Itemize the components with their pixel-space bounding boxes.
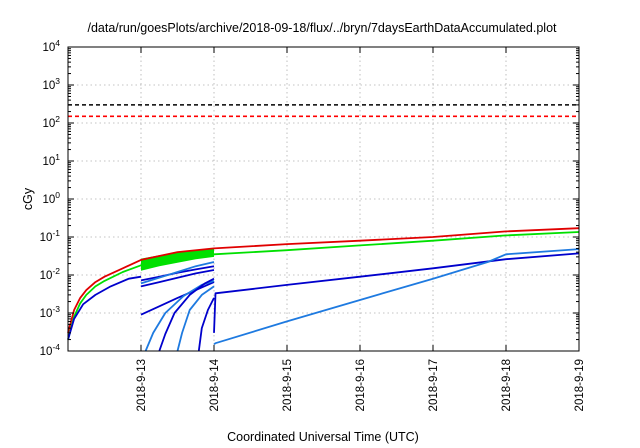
axis-ticks: 10-4 10-3 10-2 10-1 100 101 102 103 104 2018-9-13… [40, 38, 586, 411]
series-line [213, 252, 580, 333]
x-tick-label: 2018-9-14 [209, 358, 221, 411]
x-tick-label: 2018-9-15 [282, 359, 294, 411]
reference-lines [68, 104, 579, 118]
y-tick-label: 10-4 [40, 342, 61, 358]
y-tick-label: 10-3 [40, 304, 61, 320]
green-band [141, 248, 214, 271]
y-tick-label: 101 [42, 152, 60, 168]
series-line [140, 261, 215, 285]
y-axis-label: cGy [21, 187, 35, 210]
x-tick-label: 2018-9-13 [136, 359, 148, 411]
y-tick-label: 10-2 [40, 266, 61, 282]
series-line [213, 248, 580, 346]
series-line [197, 297, 215, 352]
band-layer [141, 248, 214, 271]
y-tick-label: 10-1 [40, 228, 61, 244]
x-tick-label: 2018-9-17 [428, 359, 440, 411]
y-tick-label: 103 [42, 76, 60, 92]
chart-title: /data/run/goesPlots/archive/2018-09-18/f… [87, 21, 557, 35]
x-tick-label: 2018-9-18 [501, 359, 513, 411]
series-line [176, 285, 215, 352]
y-tick-label: 104 [42, 38, 60, 54]
series-layer [67, 227, 580, 352]
y-tick-label: 100 [42, 190, 60, 206]
series-line [67, 231, 580, 340]
y-tick-label: 102 [42, 114, 60, 130]
x-tick-label: 2018-9-19 [574, 359, 586, 411]
series-line [140, 269, 215, 288]
series-line [140, 281, 215, 316]
series-line [67, 227, 580, 334]
series-line [67, 275, 142, 340]
x-axis-label: Coordinated Universal Time (UTC) [227, 430, 419, 444]
series-line [158, 277, 215, 352]
x-tick-label: 2018-9-16 [355, 359, 367, 411]
